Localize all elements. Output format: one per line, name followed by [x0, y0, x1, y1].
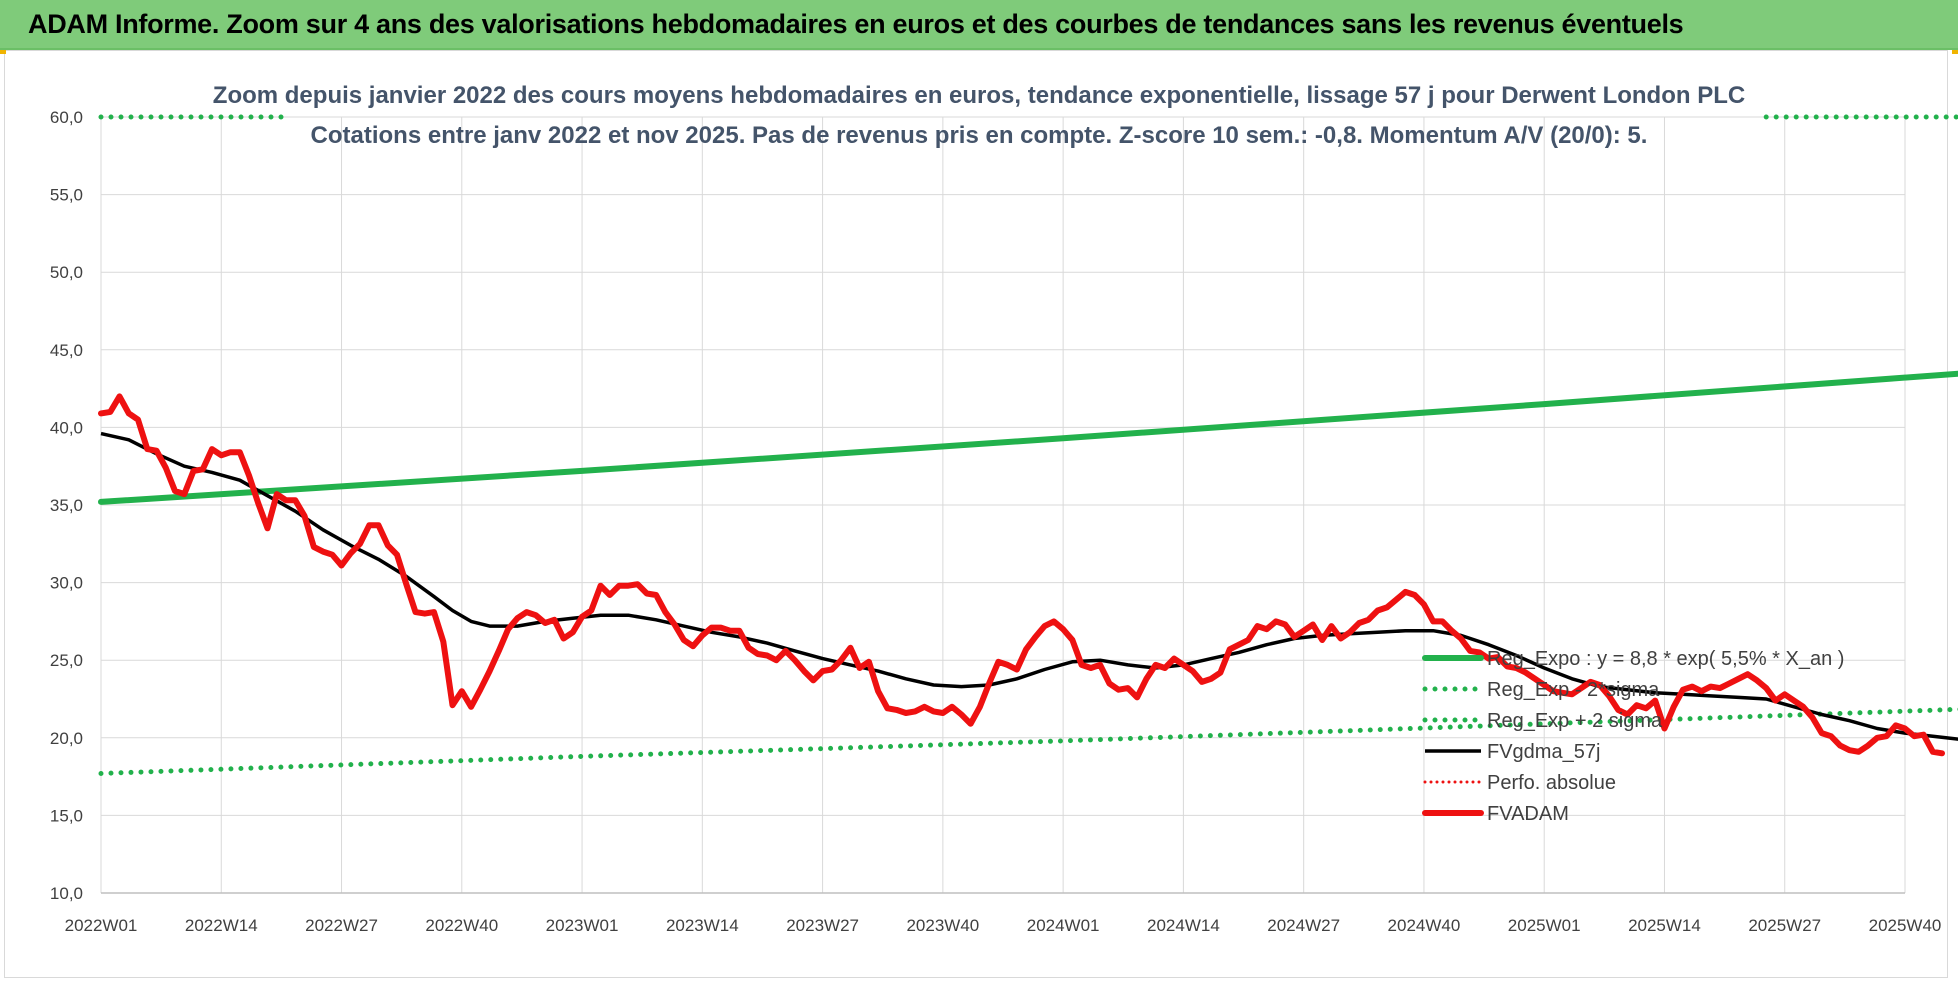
- x-axis: 2022W01 2022W14 2022W27 2022W40 2023W01 2023W…: [65, 916, 1942, 935]
- legend-label: Reg_Exp + 2 sigma: [1487, 710, 1663, 732]
- x-tick-label: 2023W14: [666, 916, 739, 935]
- legend-label: FVADAM: [1487, 803, 1569, 825]
- series-solid-black-line: [100, 431, 1958, 741]
- chart-subtitle: Cotations entre janv 2022 et nov 2025. P…: [311, 122, 1648, 149]
- corner-marker-left: [0, 50, 6, 54]
- legend-label: Perfo. absolue: [1487, 772, 1616, 794]
- x-tick-label: 2024W01: [1027, 916, 1100, 935]
- x-tick-label: 2024W40: [1388, 916, 1461, 935]
- report-title: ADAM Informe. Zoom sur 4 ans des valoris…: [28, 9, 1684, 39]
- x-tick-label: 2022W01: [65, 916, 138, 935]
- y-tick-label: 60,0: [50, 108, 83, 127]
- series-dotted-green-line: [98, 706, 1958, 776]
- y-tick-label: 35,0: [50, 496, 83, 515]
- x-tick-label: 2025W14: [1628, 916, 1701, 935]
- grid-lines: [100, 116, 1906, 894]
- y-tick-label: 50,0: [50, 263, 83, 282]
- x-tick-label: 2024W14: [1147, 916, 1220, 935]
- legend-label: Reg_Expo : y = 8,8 * exp( 5,5% * X_an ): [1487, 648, 1844, 670]
- series-solid-red-line: [98, 393, 1945, 757]
- y-tick-label: 40,0: [50, 418, 83, 437]
- title-banner: ADAM Informe. Zoom sur 4 ans des valoris…: [0, 0, 1958, 50]
- series-solid-green-line: [98, 370, 1958, 505]
- x-tick-label: 2022W14: [185, 916, 258, 935]
- y-axis: 10,0 15,0 20,0 25,0 30,0 35,0 40,0 45,0 50,0 55,0…: [50, 108, 83, 903]
- x-tick-label: 2025W40: [1869, 916, 1942, 935]
- x-tick-label: 2022W27: [305, 916, 378, 935]
- y-tick-label: 10,0: [50, 884, 83, 903]
- x-tick-label: 2023W27: [786, 916, 859, 935]
- x-tick-label: 2025W27: [1748, 916, 1821, 935]
- x-tick-label: 2023W40: [906, 916, 979, 935]
- legend-label: Reg_Exp - 2*sigma: [1487, 679, 1660, 701]
- legend: Reg_Expo : y = 8,8 * exp( 5,5% * X_an ) R…: [1422, 648, 1844, 825]
- y-tick-label: 20,0: [50, 729, 83, 748]
- y-tick-label: 25,0: [50, 651, 83, 670]
- x-tick-label: 2022W40: [425, 916, 498, 935]
- x-tick-label: 2024W27: [1267, 916, 1340, 935]
- legend-label: FVgdma_57j: [1487, 741, 1600, 763]
- chart-title: Zoom depuis janvier 2022 des cours moyen…: [213, 82, 1745, 109]
- corner-marker-right: [1952, 50, 1958, 54]
- y-tick-label: 55,0: [50, 186, 83, 205]
- y-tick-label: 45,0: [50, 341, 83, 360]
- series-group: [98, 114, 1958, 776]
- chart-frame: [4, 50, 1948, 978]
- y-tick-label: 15,0: [50, 806, 83, 825]
- y-tick-label: 30,0: [50, 574, 83, 593]
- x-tick-label: 2025W01: [1508, 916, 1581, 935]
- x-tick-label: 2023W01: [546, 916, 619, 935]
